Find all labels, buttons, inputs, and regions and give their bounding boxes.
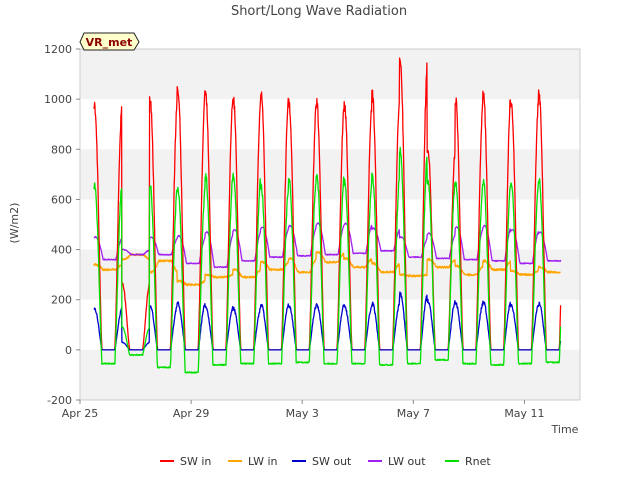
grid-band — [80, 149, 580, 200]
y-axis: -200 0 200 400 600 800 1000 1200 — [44, 43, 80, 407]
series-line-lw-in — [93, 250, 561, 287]
series-layer — [93, 57, 562, 374]
x-tick-label: May 3 — [286, 407, 319, 420]
x-axis: Apr 25 Apr 29 May 3 May 7 May 11 — [62, 400, 545, 420]
x-tick-label: May 7 — [397, 407, 430, 420]
legend-label: SW out — [312, 455, 352, 468]
site-badge-label: VR_met — [86, 36, 133, 49]
chart-title: Short/Long Wave Radiation — [231, 4, 407, 19]
y-tick-label: 600 — [51, 193, 72, 206]
y-tick-label: 800 — [51, 143, 72, 156]
legend-label: LW in — [248, 455, 278, 468]
plot-frame — [79, 48, 581, 401]
legend: SW in LW in SW out LW out Rnet — [160, 455, 491, 468]
y-tick-label: 200 — [51, 294, 72, 307]
site-badge: VR_met — [79, 32, 140, 51]
grid-bands — [80, 49, 580, 400]
legend-label: Rnet — [465, 455, 491, 468]
y-tick-label: 1000 — [44, 93, 72, 106]
grid-band — [80, 349, 580, 400]
series-line-lw-out — [93, 222, 562, 269]
y-tick-label: 400 — [51, 244, 72, 257]
y-tick-label: -200 — [47, 394, 72, 407]
grid-band — [80, 249, 580, 300]
x-axis-label: Time — [551, 423, 579, 436]
legend-label: SW in — [180, 455, 211, 468]
y-tick-label: 0 — [65, 344, 72, 357]
series-line-rnet — [93, 146, 562, 374]
grid-band — [80, 49, 580, 100]
x-tick-label: May 11 — [504, 407, 544, 420]
legend-label: LW out — [388, 455, 426, 468]
site-badge-shape — [79, 32, 140, 51]
x-tick-label: Apr 29 — [173, 407, 210, 420]
x-tick-label: Apr 25 — [62, 407, 99, 420]
y-axis-label: (W/m2) — [8, 203, 21, 244]
y-tick-label: 1200 — [44, 43, 72, 56]
